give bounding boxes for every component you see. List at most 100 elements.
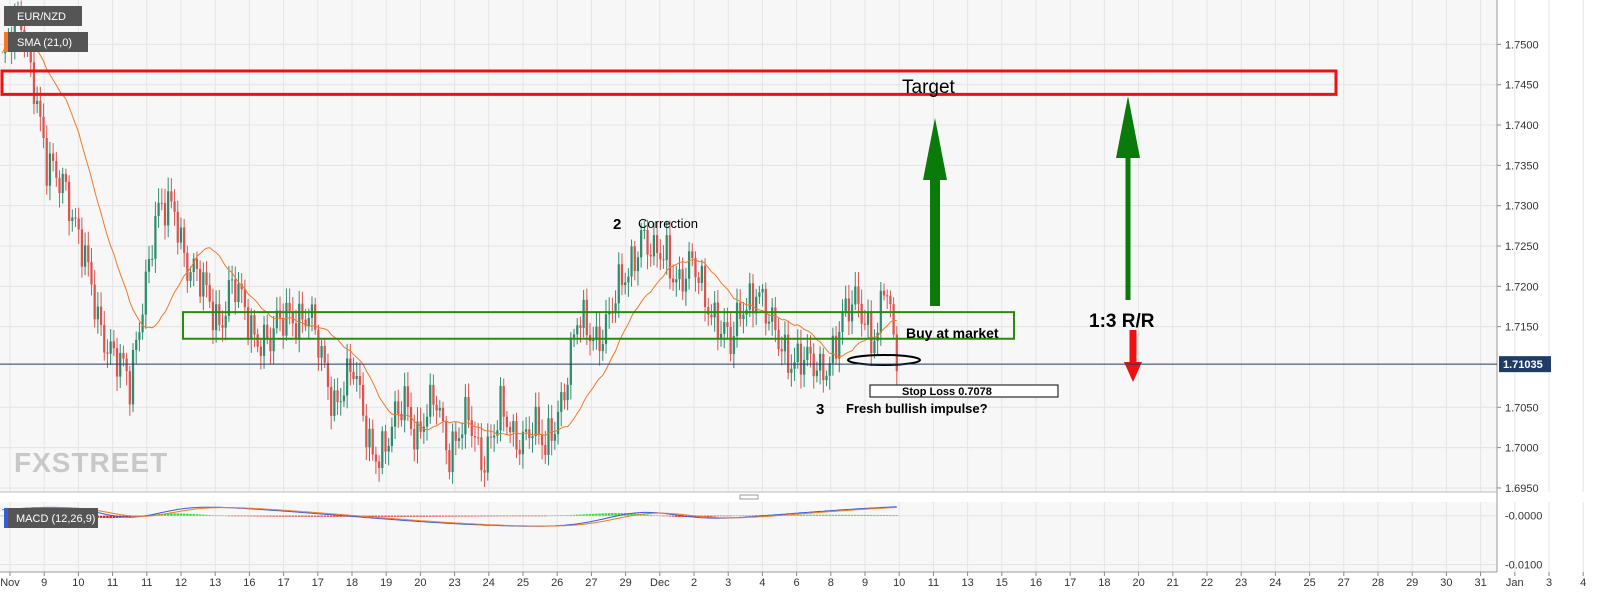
candle-body xyxy=(624,282,627,286)
candle-body xyxy=(470,420,473,436)
grid xyxy=(0,0,1584,572)
macd-histogram-bar xyxy=(240,515,243,517)
macd-histogram-bar xyxy=(278,515,282,517)
candle-body xyxy=(42,116,45,139)
candle-body xyxy=(812,353,815,377)
candle-body xyxy=(151,258,154,260)
wave2-number: 2 xyxy=(613,216,621,233)
macd-histogram-bar xyxy=(505,515,509,517)
macd-histogram-bar xyxy=(889,515,892,516)
candle-body xyxy=(684,278,688,292)
candle-body xyxy=(534,406,537,437)
macd-histogram-bar xyxy=(809,514,812,516)
target-zone-box xyxy=(0,69,1338,96)
candle-body xyxy=(579,325,582,328)
macd-histogram-bar xyxy=(818,514,822,516)
x-tick-label: 9 xyxy=(41,577,47,589)
macd-histogram-bar xyxy=(572,514,576,516)
candle-body xyxy=(515,421,518,450)
macd-histogram-bar xyxy=(125,515,128,518)
y-tick-label: 1.7450 xyxy=(1505,80,1539,92)
candle-body xyxy=(99,306,103,325)
candle-body xyxy=(336,390,339,403)
macd-histogram-bar xyxy=(876,514,879,516)
symbol-badge[interactable]: EUR/NZD xyxy=(4,6,82,26)
candle-body xyxy=(374,454,378,462)
candle-body xyxy=(518,449,521,455)
macd-histogram-bar xyxy=(841,514,844,516)
macd-histogram-bar xyxy=(838,514,841,516)
x-tick-label: 31 xyxy=(1474,577,1486,589)
macd-histogram-bar xyxy=(566,515,569,516)
macd-histogram-bar xyxy=(211,515,215,516)
candle-body xyxy=(496,430,499,436)
candle-body xyxy=(192,258,195,273)
macd-histogram-bar xyxy=(751,515,755,516)
candle-body xyxy=(825,375,828,381)
candle-body xyxy=(671,278,675,283)
macd-histogram-bar xyxy=(454,515,458,517)
candle-body xyxy=(119,352,122,377)
macd-histogram-bar xyxy=(425,515,429,517)
macd-histogram-bar xyxy=(722,515,726,517)
macd-histogram-bar xyxy=(195,514,199,516)
candle-body xyxy=(512,421,515,433)
x-tick-label: 16 xyxy=(1030,577,1042,589)
macd-histogram-bar xyxy=(671,515,675,517)
macd-histogram-bar xyxy=(202,514,205,516)
macd-histogram-bar xyxy=(630,513,633,516)
macd-histogram-bar xyxy=(518,515,521,517)
candle-body xyxy=(489,436,493,438)
candle-body xyxy=(617,264,620,304)
candle-body xyxy=(783,334,787,352)
x-tick-label: 4 xyxy=(759,577,765,589)
candle-body xyxy=(58,177,61,194)
candle-body xyxy=(656,235,659,254)
candle-body xyxy=(135,339,138,351)
candle-body xyxy=(61,173,64,194)
candle-body xyxy=(32,62,36,105)
candle-body xyxy=(377,461,381,468)
candle-body xyxy=(876,332,879,341)
macd-histogram-bar xyxy=(396,515,400,517)
candle-body xyxy=(838,331,841,359)
macd-histogram-bar xyxy=(492,515,496,517)
target-label: Target xyxy=(902,77,956,98)
macd-badge[interactable]: MACD (12,26,9) xyxy=(4,508,98,528)
macd-histogram-bar xyxy=(99,515,103,518)
macd-histogram-bar xyxy=(537,515,541,517)
x-tick-label: 22 xyxy=(1201,577,1213,589)
macd-histogram-bar xyxy=(406,515,410,517)
candle-body xyxy=(202,272,205,297)
macd-histogram-bar xyxy=(313,515,317,517)
candle-body xyxy=(285,302,288,336)
macd-histogram-bar xyxy=(540,515,544,517)
candle-body xyxy=(643,229,646,231)
candle-body xyxy=(326,362,330,387)
macd-histogram-bar xyxy=(588,514,592,516)
candle-body xyxy=(771,307,774,322)
macd-histogram-bar xyxy=(294,515,298,517)
macd-histogram-bar xyxy=(173,513,176,516)
macd-histogram-bar xyxy=(633,513,637,516)
candle-body xyxy=(339,401,342,403)
candle-body xyxy=(314,304,317,330)
candle-body xyxy=(735,302,739,337)
x-tick-label: 12 xyxy=(175,577,187,589)
macd-histogram-bar xyxy=(553,515,557,517)
macd-histogram-bar xyxy=(428,515,432,517)
candle-body xyxy=(282,317,285,336)
candle-body xyxy=(764,288,767,324)
macd-histogram-bar xyxy=(799,514,803,516)
macd-histogram-bar xyxy=(534,515,537,517)
candle-body xyxy=(288,302,291,312)
sma-badge[interactable]: SMA (21,0) xyxy=(4,32,88,52)
macd-histogram-bar xyxy=(892,515,895,516)
macd-histogram-bar xyxy=(317,515,320,517)
macd-histogram-bar xyxy=(285,515,288,517)
candle-body xyxy=(860,303,863,324)
x-tick-label: 30 xyxy=(1440,577,1452,589)
candle-body xyxy=(477,437,480,439)
candle-body xyxy=(834,335,838,359)
candle-body xyxy=(358,376,362,385)
